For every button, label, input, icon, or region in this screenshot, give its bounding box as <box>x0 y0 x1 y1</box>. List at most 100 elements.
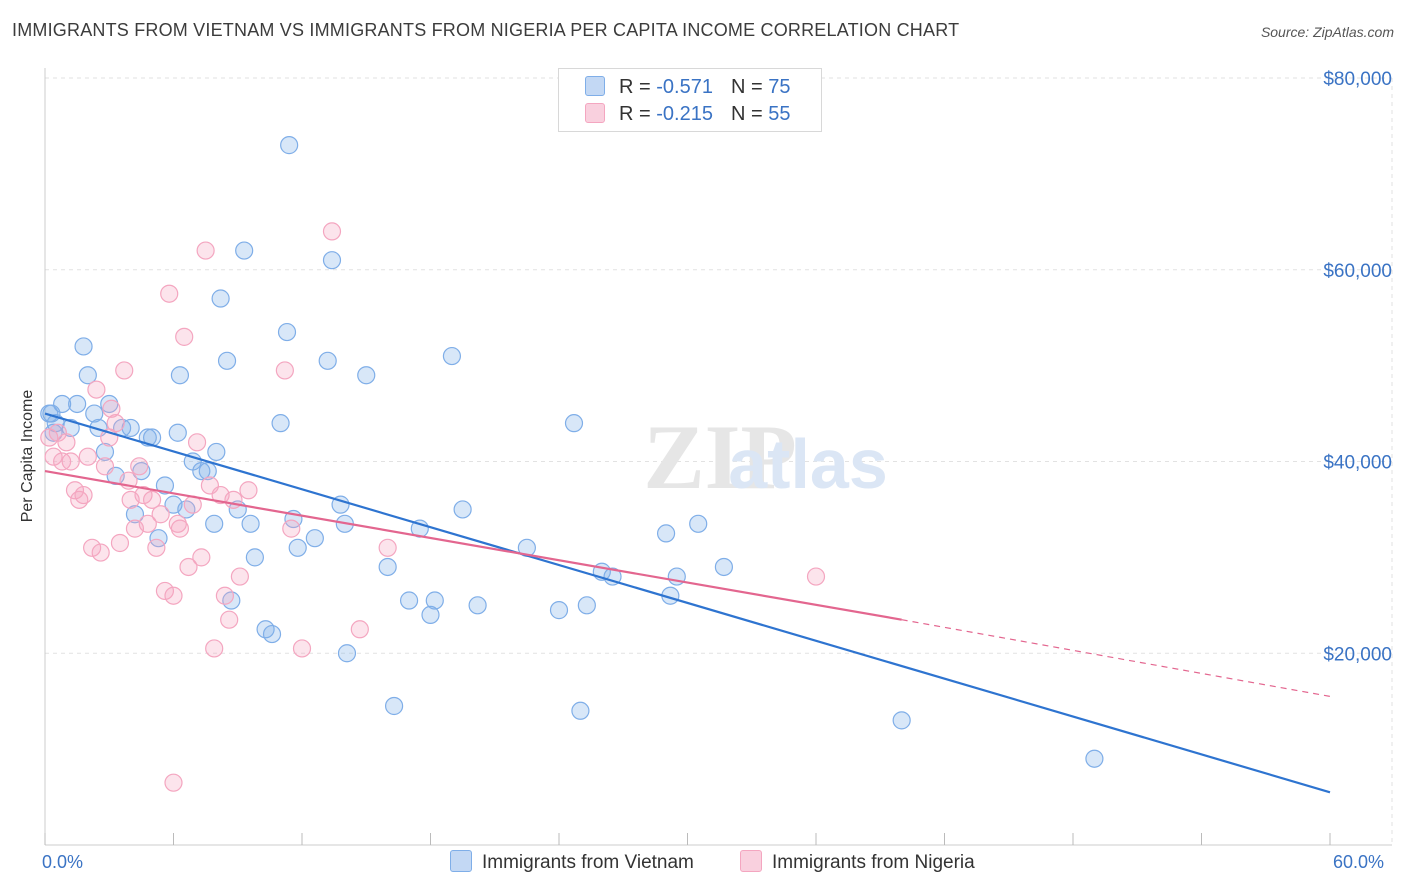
point-nigeria <box>239 481 258 500</box>
point-nigeria <box>220 610 239 629</box>
bottom-legend-swatch-nigeria <box>740 850 762 872</box>
point-vietnam <box>1085 749 1104 768</box>
point-vietnam <box>245 548 264 567</box>
point-nigeria <box>95 457 115 476</box>
point-vietnam <box>399 591 419 610</box>
point-vietnam <box>277 322 297 342</box>
point-vietnam <box>453 500 472 519</box>
point-vietnam <box>378 557 397 577</box>
point-vietnam <box>689 514 708 533</box>
point-nigeria <box>134 485 153 505</box>
point-nigeria <box>806 567 826 586</box>
point-vietnam <box>207 442 226 462</box>
point-nigeria <box>155 581 175 601</box>
bottom-legend-label-vietnam: Immigrants from Vietnam <box>482 852 694 873</box>
n-value-vietnam: 75 <box>768 76 791 98</box>
y-tick-label: $80,000 <box>1323 69 1392 90</box>
point-nigeria <box>78 447 97 466</box>
point-nigeria <box>205 639 224 658</box>
point-nigeria <box>192 548 211 567</box>
point-nigeria <box>322 222 342 241</box>
point-nigeria <box>142 490 162 509</box>
point-vietnam <box>280 136 299 155</box>
point-vietnam <box>121 418 140 438</box>
point-nigeria <box>378 538 397 557</box>
point-nigeria <box>65 481 85 500</box>
point-vietnam <box>205 514 224 533</box>
point-nigeria <box>282 519 301 538</box>
point-vietnam <box>564 414 584 433</box>
point-nigeria <box>215 586 234 605</box>
point-vietnam <box>262 624 282 644</box>
n-label: N = <box>730 103 769 125</box>
point-nigeria <box>147 538 166 557</box>
trend-line-vietnam <box>44 412 1331 794</box>
point-nigeria <box>179 557 198 577</box>
point-vietnam <box>40 404 59 423</box>
point-nigeria <box>87 380 106 399</box>
point-vietnam <box>337 644 357 663</box>
n-label: N = <box>730 76 769 98</box>
correlation-legend: R = -0.571 N = 75 R = -0.215 N = 55 <box>558 68 822 132</box>
point-vietnam <box>170 366 190 385</box>
r-label: R = <box>619 76 657 98</box>
point-vietnam <box>305 529 324 548</box>
point-vietnam <box>95 442 115 462</box>
point-vietnam <box>85 404 104 423</box>
point-vietnam <box>168 423 187 442</box>
point-nigeria <box>175 327 194 346</box>
point-nigeria <box>110 533 130 553</box>
point-vietnam <box>425 591 444 610</box>
point-nigeria <box>164 586 183 605</box>
point-vietnam <box>78 366 97 385</box>
bottom-legend-vietnam: Immigrants from Vietnam <box>450 850 694 874</box>
point-vietnam <box>68 394 87 414</box>
point-nigeria <box>115 361 134 380</box>
r-value-nigeria: -0.215 <box>656 103 713 125</box>
point-vietnam <box>288 538 307 557</box>
point-vietnam <box>155 476 175 495</box>
y-tick-label: $40,000 <box>1323 453 1392 474</box>
point-vietnam <box>271 414 290 433</box>
point-nigeria <box>164 773 183 792</box>
point-nigeria <box>130 457 149 476</box>
point-vietnam <box>421 605 440 625</box>
point-nigeria <box>292 639 312 658</box>
point-vietnam <box>571 701 590 720</box>
point-vietnam <box>384 696 404 716</box>
data-points <box>40 136 1104 792</box>
point-vietnam <box>656 524 676 543</box>
point-nigeria <box>170 519 190 538</box>
point-nigeria <box>350 620 369 639</box>
point-vietnam <box>577 596 596 615</box>
point-nigeria <box>91 543 110 562</box>
point-vietnam <box>241 514 260 533</box>
x-max-label: 60.0% <box>1333 852 1385 872</box>
point-vietnam <box>217 351 237 370</box>
y-tick-label: $20,000 <box>1323 644 1392 665</box>
trend-line-nigeria <box>44 470 902 621</box>
watermark-atlas: atlas <box>728 425 888 503</box>
point-nigeria <box>57 433 76 452</box>
y-tick-label: $60,000 <box>1323 261 1392 282</box>
x-min-label: 0.0% <box>42 852 84 872</box>
point-nigeria <box>275 361 294 380</box>
point-vietnam <box>211 289 230 308</box>
r-label: R = <box>619 103 657 125</box>
bottom-legend-nigeria: Immigrants from Nigeria <box>740 850 975 874</box>
point-vietnam <box>442 346 462 366</box>
chart-title: IMMIGRANTS FROM VIETNAM VS IMMIGRANTS FR… <box>12 20 960 40</box>
legend-row-vietnam: R = -0.571 N = 75 <box>585 76 790 99</box>
point-nigeria <box>196 241 215 260</box>
source-label: Source: ZipAtlas.com <box>1260 24 1394 40</box>
legend-swatch-vietnam <box>585 76 605 96</box>
point-nigeria <box>151 505 170 524</box>
legend-swatch-nigeria <box>585 103 605 123</box>
point-nigeria <box>40 428 59 447</box>
point-nigeria <box>61 452 80 471</box>
point-vietnam <box>714 557 734 577</box>
point-nigeria <box>106 414 125 433</box>
point-nigeria <box>187 433 207 452</box>
point-vietnam <box>125 505 145 524</box>
